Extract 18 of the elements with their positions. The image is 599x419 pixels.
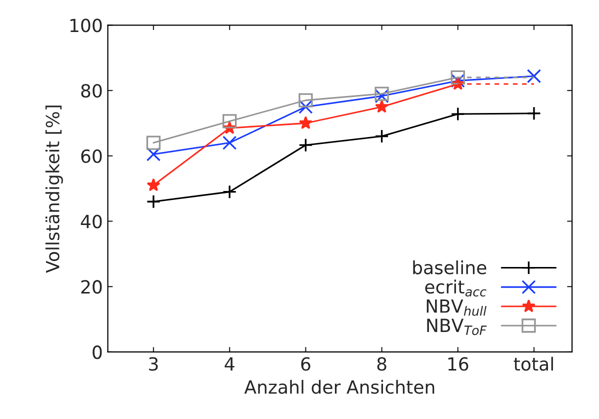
x-tick-label: 8 bbox=[377, 357, 386, 371]
x-axis-title: Anzahl der Ansichten bbox=[244, 380, 434, 394]
x-tick-label: 16 bbox=[448, 357, 468, 371]
y-tick-label: 40 bbox=[80, 214, 102, 228]
legend-label: NBV$_{hull}$ bbox=[426, 299, 486, 316]
y-tick-label: 80 bbox=[81, 84, 102, 98]
legend-label: ecrit$_{acc}$ bbox=[425, 280, 486, 297]
x-tick-label: 6 bbox=[301, 357, 310, 371]
y-tick-label: 20 bbox=[81, 280, 102, 294]
x-tick-label: 4 bbox=[224, 357, 234, 371]
x-tick-label: 3 bbox=[149, 357, 158, 371]
y-tick-label: 0 bbox=[92, 345, 102, 360]
x-tick-label: total bbox=[514, 356, 553, 371]
y-axis-title: Vollständigkeit [%] bbox=[45, 106, 63, 273]
legend-label: baseline bbox=[413, 260, 486, 274]
y-tick-label: 60 bbox=[81, 149, 102, 163]
y-tick-label: 100 bbox=[70, 18, 102, 32]
legend-label: NBV$_{ToF}$ bbox=[427, 318, 487, 336]
